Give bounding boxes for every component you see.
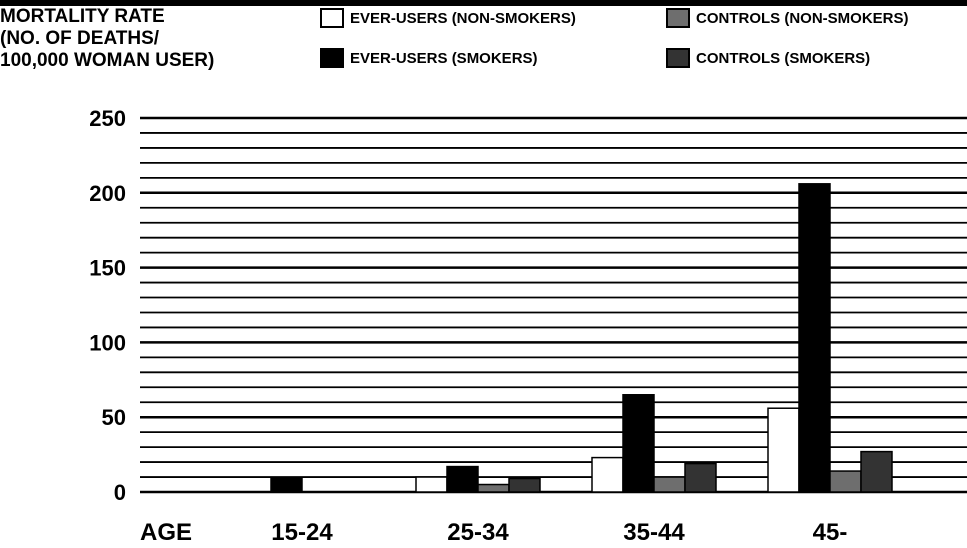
- bar: [415, 476, 448, 493]
- bar: [798, 183, 831, 493]
- bars: [270, 183, 893, 493]
- category-label: 25-34: [447, 519, 509, 546]
- y-tick-labels: 0 50 100 150 200 250: [89, 106, 126, 505]
- grid-lines: [140, 116, 967, 494]
- x-axis-title: AGE: [140, 519, 192, 546]
- y-tick-label: 0: [114, 480, 126, 505]
- legend-item-ever-users-non-smokers: EVER-USERS (NON-SMOKERS): [320, 8, 576, 28]
- legend-label: CONTROLS (NON-SMOKERS): [696, 9, 909, 27]
- y-axis-title: MORTALITY RATE (NO. OF DEATHS/ 100,000 W…: [0, 6, 214, 72]
- legend-item-ever-users-smokers: EVER-USERS (SMOKERS): [320, 48, 538, 68]
- y-tick-label: 100: [89, 330, 126, 355]
- bar: [477, 483, 510, 493]
- bar: [684, 462, 717, 493]
- y-tick-label: 50: [102, 405, 126, 430]
- bar: [591, 456, 624, 493]
- legend-label: CONTROLS (SMOKERS): [696, 49, 871, 67]
- bar: [446, 465, 479, 493]
- bar: [860, 450, 893, 493]
- category-labels: 15-24 25-34 35-44 45-: [271, 519, 847, 546]
- bar: [270, 477, 303, 493]
- legend-swatch: [666, 8, 690, 28]
- bar: [767, 407, 800, 493]
- y-axis-title-line-2: (NO. OF DEATHS/: [0, 28, 160, 49]
- cropped-title-strip: [0, 0, 967, 6]
- legend-swatch: [320, 8, 344, 28]
- legend-swatch: [666, 48, 690, 68]
- legend-item-controls-smokers: CONTROLS (SMOKERS): [666, 48, 870, 68]
- category-label: 15-24: [271, 519, 333, 546]
- y-axis-title-line-3: 100,000 WOMAN USER): [0, 50, 215, 71]
- y-axis-title-line-1: MORTALITY RATE: [0, 6, 165, 27]
- legend-label: EVER-USERS (NON-SMOKERS): [350, 9, 576, 27]
- bar: [622, 394, 655, 493]
- y-tick-label: 200: [89, 181, 126, 206]
- bar: [829, 470, 862, 493]
- y-tick-label: 250: [89, 106, 126, 131]
- bar: [508, 477, 541, 493]
- y-tick-label: 150: [89, 256, 126, 281]
- legend-swatch: [320, 48, 344, 68]
- bar: [653, 476, 686, 493]
- category-label: 45-: [813, 519, 848, 546]
- category-label: 35-44: [623, 519, 685, 546]
- legend-item-controls-non-smokers: CONTROLS (NON-SMOKERS): [666, 8, 909, 28]
- legend-label: EVER-USERS (SMOKERS): [350, 49, 538, 67]
